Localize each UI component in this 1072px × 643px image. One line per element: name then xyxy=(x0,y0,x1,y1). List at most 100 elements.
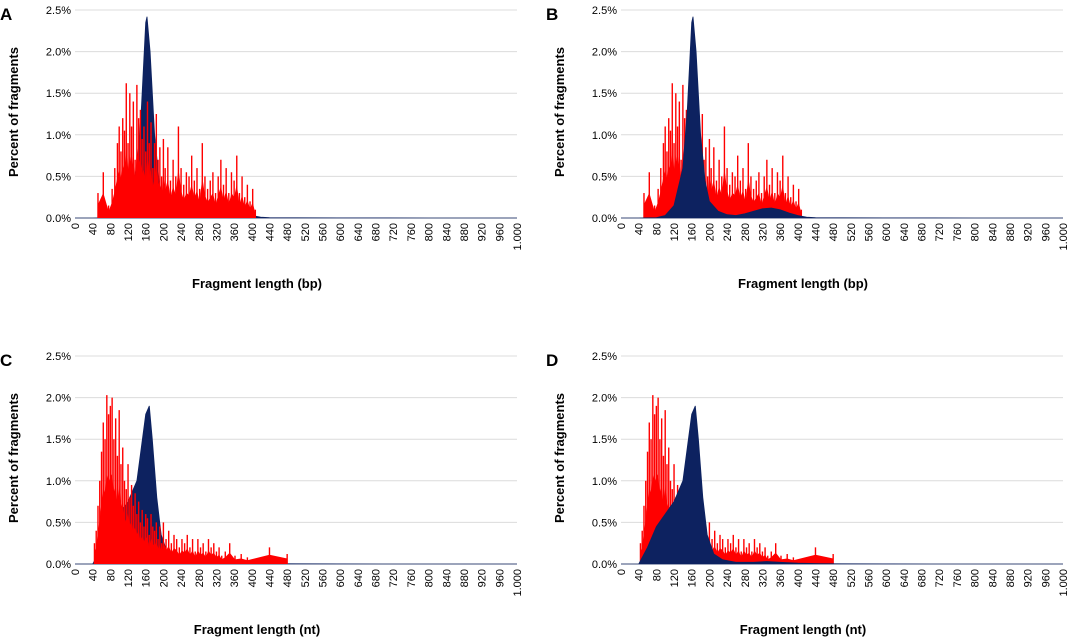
panel-a: A 0.0% 0.5% 1.0% 1.5% 2.0% 2.5% 0 40 80 120 160 200 2… xyxy=(0,5,524,291)
y-axis-title: Percent of fragments xyxy=(552,47,567,177)
panel-d: D 0.0% 0.5% 1.0% 1.5% 2.0% 2.5% 0 40 80 120 160 200 2… xyxy=(546,351,1070,637)
y-tick-label: 1.5% xyxy=(46,88,71,100)
x-tick-label: 760 xyxy=(406,569,418,587)
x-tick-label: 280 xyxy=(740,569,752,587)
x-tick-label: 120 xyxy=(123,223,135,241)
y-tick-label: 1.5% xyxy=(46,434,71,446)
y-axis-title: Percent of fragments xyxy=(6,393,21,523)
y-tick-label: 2.5% xyxy=(46,5,71,17)
x-tick-label: 600 xyxy=(335,569,347,587)
x-tick-label: 1.000 xyxy=(1058,223,1070,251)
x-tick-label: 200 xyxy=(704,569,716,587)
y-tick-label: 2.0% xyxy=(592,393,617,405)
x-tick-label: 240 xyxy=(176,223,188,241)
x-tick-label: 120 xyxy=(669,223,681,241)
x-tick-label: 200 xyxy=(158,223,170,241)
x-tick-label: 40 xyxy=(88,223,100,235)
x-tick-label: 320 xyxy=(757,569,769,587)
x-tick-label: 400 xyxy=(247,569,259,587)
x-tick-label: 360 xyxy=(229,569,241,587)
x-axis-title: Fragment length (bp) xyxy=(192,276,322,291)
x-tick-label: 880 xyxy=(459,569,471,587)
x-tick-label: 360 xyxy=(229,223,241,241)
y-tick-label: 2.5% xyxy=(592,351,617,363)
y-tick-label: 0.5% xyxy=(46,517,71,529)
x-tick-label: 600 xyxy=(881,223,893,241)
y-tick-label: 2.0% xyxy=(592,47,617,59)
y-tick-label: 1.0% xyxy=(46,476,71,488)
panel-c: C 0.0% 0.5% 1.0% 1.5% 2.0% 2.5% 0 40 80 120 160 200 2… xyxy=(0,351,524,637)
y-tick-label: 2.0% xyxy=(46,393,71,405)
x-tick-label: 1.000 xyxy=(512,569,524,597)
x-tick-label: 640 xyxy=(353,223,365,241)
x-tick-label: 240 xyxy=(176,569,188,587)
x-tick-label: 720 xyxy=(934,569,946,587)
x-tick-label: 520 xyxy=(300,569,312,587)
x-tick-label: 960 xyxy=(1040,569,1052,587)
x-axis-title: Fragment length (bp) xyxy=(738,276,868,291)
x-tick-label: 80 xyxy=(105,223,117,235)
x-tick-label: 80 xyxy=(651,569,663,581)
x-tick-label: 120 xyxy=(669,569,681,587)
x-tick-label: 0 xyxy=(70,569,82,575)
x-tick-label: 480 xyxy=(282,223,294,241)
x-tick-label: 960 xyxy=(1040,223,1052,241)
x-tick-label: 480 xyxy=(828,569,840,587)
x-tick-label: 920 xyxy=(1023,569,1035,587)
x-tick-label: 920 xyxy=(477,569,489,587)
series-sample-body xyxy=(97,143,256,218)
x-tick-label: 840 xyxy=(987,223,999,241)
x-tick-label: 880 xyxy=(1005,223,1017,241)
x-tick-label: 800 xyxy=(970,569,982,587)
x-tick-label: 640 xyxy=(353,569,365,587)
x-tick-label: 760 xyxy=(952,569,964,587)
x-axis-title: Fragment length (nt) xyxy=(194,622,320,637)
x-tick-label: 440 xyxy=(810,223,822,241)
y-axis-title: Percent of fragments xyxy=(552,393,567,523)
x-tick-label: 0 xyxy=(616,569,628,575)
x-tick-label: 720 xyxy=(388,223,400,241)
x-tick-label: 120 xyxy=(123,569,135,587)
series-reference-area xyxy=(621,16,1063,219)
y-tick-label: 0.0% xyxy=(46,559,71,571)
x-tick-label: 520 xyxy=(846,569,858,587)
x-tick-label: 160 xyxy=(141,569,153,587)
x-tick-label: 240 xyxy=(722,223,734,241)
y-tick-label: 1.0% xyxy=(46,130,71,142)
x-tick-label: 200 xyxy=(704,223,716,241)
x-tick-label: 800 xyxy=(970,223,982,241)
x-tick-label: 960 xyxy=(494,569,506,587)
x-tick-label: 520 xyxy=(846,223,858,241)
x-tick-label: 320 xyxy=(757,223,769,241)
x-tick-label: 240 xyxy=(722,569,734,587)
x-tick-label: 680 xyxy=(917,223,929,241)
x-tick-label: 880 xyxy=(459,223,471,241)
x-tick-label: 880 xyxy=(1005,569,1017,587)
x-tick-label: 680 xyxy=(917,569,929,587)
x-tick-label: 560 xyxy=(864,569,876,587)
y-tick-label: 1.5% xyxy=(592,434,617,446)
x-tick-label: 600 xyxy=(335,223,347,241)
y-tick-label: 0.0% xyxy=(592,559,617,571)
x-tick-label: 80 xyxy=(105,569,117,581)
x-tick-label: 320 xyxy=(211,569,223,587)
y-tick-label: 0.5% xyxy=(46,171,71,183)
x-tick-label: 560 xyxy=(318,223,330,241)
x-tick-label: 160 xyxy=(687,569,699,587)
x-tick-label: 800 xyxy=(424,569,436,587)
y-tick-label: 1.0% xyxy=(592,476,617,488)
series-reference-area xyxy=(621,405,1063,565)
x-tick-label: 360 xyxy=(775,223,787,241)
x-tick-label: 400 xyxy=(247,223,259,241)
x-tick-label: 400 xyxy=(793,223,805,241)
y-tick-label: 1.0% xyxy=(592,130,617,142)
x-tick-label: 800 xyxy=(424,223,436,241)
x-axis-title: Fragment length (nt) xyxy=(740,622,866,637)
x-tick-label: 960 xyxy=(494,223,506,241)
x-tick-label: 0 xyxy=(70,223,82,229)
panel-letter: A xyxy=(0,5,12,24)
x-tick-label: 440 xyxy=(264,223,276,241)
y-tick-label: 2.5% xyxy=(46,351,71,363)
y-tick-label: 2.5% xyxy=(592,5,617,17)
x-tick-label: 440 xyxy=(264,569,276,587)
